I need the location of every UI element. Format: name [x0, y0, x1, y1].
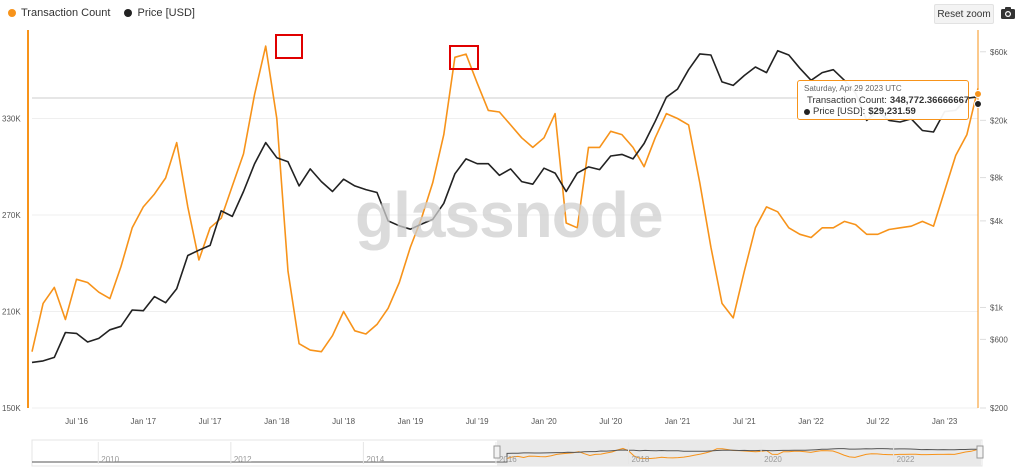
x-tick-label: Jan '23: [932, 417, 958, 426]
right-axis-ticks: $200 $600 $1k $4k $8k $20k $60k: [980, 48, 1008, 413]
right-tick-label: $200: [990, 404, 1008, 413]
tooltip-price-value: $29,231.59: [868, 106, 916, 117]
right-tick-label: $4k: [990, 217, 1004, 226]
navigator-tick-label: 2016: [499, 455, 517, 464]
navigator-tick-label: 2018: [632, 455, 650, 464]
gridlines: [32, 117, 978, 409]
right-tick-label: $60k: [990, 48, 1008, 57]
navigator-tick-label: 2014: [366, 455, 384, 464]
highlight-box-jun-2019: [449, 45, 479, 70]
navigator-selected-range[interactable]: [497, 440, 981, 466]
x-tick-label: Jan '20: [531, 417, 557, 426]
x-tick-label: Jul '17: [199, 417, 222, 426]
tooltip-row-tx: Transaction Count: 348,772.36666667: [804, 95, 969, 106]
tooltip-date: Saturday, Apr 29 2023 UTC: [804, 84, 902, 93]
left-tick-label: 210K: [2, 307, 21, 316]
x-tick-label: Jul '16: [65, 417, 88, 426]
x-tick-label: Jan '19: [398, 417, 424, 426]
hover-tooltip: Saturday, Apr 29 2023 UTC Transaction Co…: [797, 80, 969, 120]
x-tick-label: Jan '18: [264, 417, 290, 426]
x-tick-label: Jan '21: [665, 417, 691, 426]
tooltip-row-price: Price [USD]: $29,231.59: [804, 106, 962, 117]
left-axis-ticks: 150K 210K 270K 330K: [2, 114, 21, 413]
watermark: glassnode: [355, 179, 664, 251]
legend-item-price[interactable]: Price [USD]: [124, 7, 195, 19]
right-tick-label: $1k: [990, 303, 1004, 312]
price-line[interactable]: [31, 49, 979, 364]
x-tick-label: Jan '17: [131, 417, 157, 426]
x-tick-label: Jul '21: [733, 417, 756, 426]
camera-icon[interactable]: [1000, 6, 1016, 20]
tx-hover-marker: [974, 90, 982, 98]
legend-label: Price [USD]: [137, 7, 195, 19]
legend-label: Transaction Count: [21, 7, 111, 19]
legend: Transaction Count Price [USD]: [8, 7, 195, 19]
x-tick-label: Jul '18: [332, 417, 355, 426]
orange-dot-icon: [8, 9, 16, 17]
navigator-tick-label: 2022: [897, 455, 915, 464]
right-tick-label: $8k: [990, 174, 1004, 183]
left-tick-label: 150K: [2, 404, 21, 413]
navigator-tick-label: 2010: [101, 455, 119, 464]
x-tick-label: Jan '22: [798, 417, 824, 426]
right-tick-label: $20k: [990, 116, 1008, 125]
navigator-handle-right[interactable]: [976, 445, 984, 459]
x-tick-label: Jul '22: [866, 417, 889, 426]
x-tick-label: Jul '20: [599, 417, 622, 426]
navigator[interactable]: 2010 2012 2014 2016 2018 2020 2022: [31, 439, 984, 467]
tooltip-tx-value: 348,772.36666667: [889, 95, 970, 106]
left-tick-label: 330K: [2, 114, 21, 123]
right-tick-label: $600: [990, 335, 1008, 344]
navigator-price-line: [32, 448, 977, 463]
price-hover-marker: [974, 100, 982, 108]
navigator-tick-label: 2020: [764, 455, 782, 464]
navigator-tick-label: 2012: [234, 455, 252, 464]
black-dot-icon: [804, 108, 810, 115]
x-tick-label: Jul '19: [466, 417, 489, 426]
navigator-handle-left[interactable]: [493, 445, 501, 459]
tooltip-tx-label: Transaction Count:: [807, 95, 887, 106]
tooltip-price-label: Price [USD]:: [813, 106, 866, 117]
reset-zoom-button[interactable]: Reset zoom: [934, 4, 994, 24]
highlight-box-jan-2018: [275, 34, 303, 59]
legend-item-transaction-count[interactable]: Transaction Count: [8, 7, 110, 19]
transaction-count-line[interactable]: [31, 45, 979, 353]
left-tick-label: 270K: [2, 211, 21, 220]
x-axis-ticks: Jul '16 Jan '17 Jul '17 Jan '18 Jul '18 Jan '…: [65, 417, 958, 426]
black-dot-icon: [124, 9, 133, 17]
